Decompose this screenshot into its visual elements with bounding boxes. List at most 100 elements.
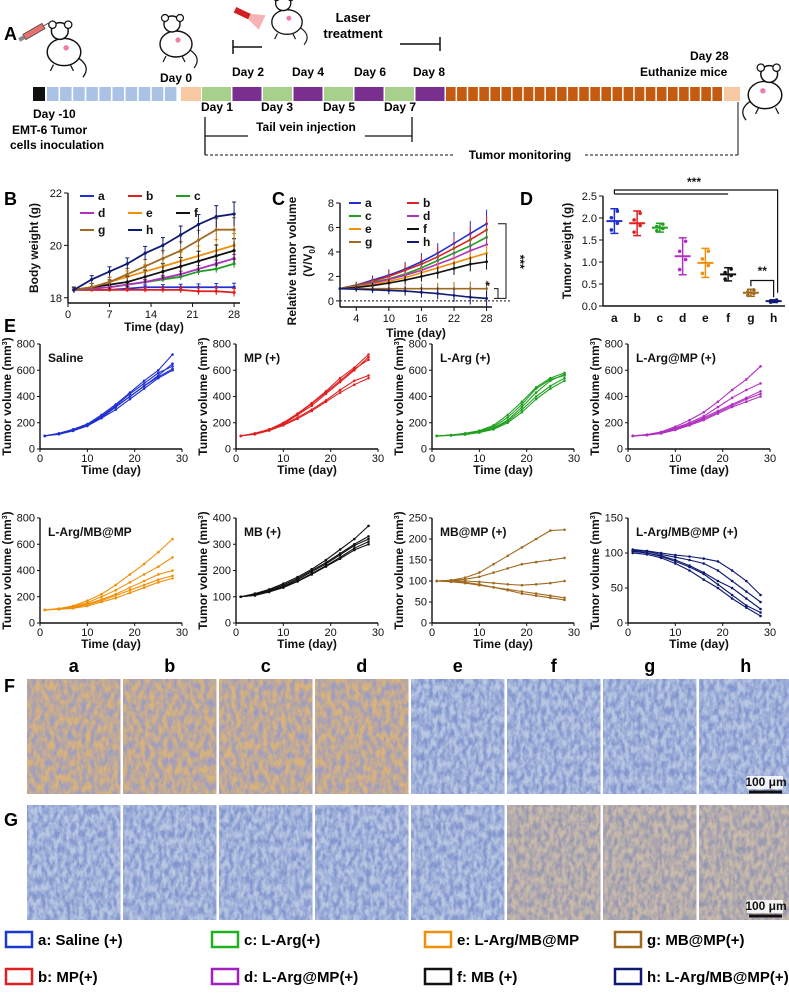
- timeline-monitoring-day: [523, 87, 534, 101]
- mouse-point-1: [745, 590, 748, 593]
- y-tick-label: 0: [225, 444, 231, 456]
- mouse-ear: [772, 63, 781, 73]
- mouse-point-2: [367, 537, 370, 541]
- mouse-point-4: [253, 432, 257, 436]
- data-point-d: [468, 249, 472, 253]
- legend-swatch-h: [613, 967, 643, 986]
- mouse-ear: [160, 13, 170, 23]
- mouse-point-3: [492, 424, 495, 427]
- mouse-point-1: [506, 567, 510, 570]
- legend-label-h: h: [423, 235, 430, 249]
- mouse-point-2: [338, 553, 342, 557]
- y-axis-label-2-a: (V/V: [301, 254, 315, 277]
- timeline-day0: [181, 87, 201, 101]
- mouse-line-0: [632, 548, 761, 596]
- day2-label: Day 2: [232, 65, 264, 79]
- monitoring-label: Tumor monitoring: [469, 148, 571, 162]
- mouse-point-4: [534, 397, 538, 401]
- y-tick-label: 800: [17, 513, 35, 525]
- mouse-point-3: [142, 387, 146, 390]
- timeline-monitoring-day: [690, 87, 700, 101]
- y-tick-label: 400: [17, 565, 35, 577]
- series-line-d: [73, 257, 235, 291]
- timeline-monitoring-day: [645, 87, 656, 101]
- data-point-b: [125, 288, 129, 292]
- mouse-point-4: [324, 391, 328, 394]
- y-axis-label-b: ): [0, 511, 14, 515]
- x-tick-label: 4: [353, 313, 359, 325]
- data-point-h: [90, 277, 94, 282]
- mouse-point-2: [324, 562, 328, 566]
- mouse-point-2: [142, 382, 146, 385]
- y-tick-label: 0: [617, 618, 623, 630]
- mouse-point-3: [142, 583, 146, 587]
- data-point-g: [746, 290, 750, 294]
- histology-f-tile-h: [699, 679, 789, 794]
- legend-label-d: d: [98, 206, 105, 220]
- mouse-point-3: [128, 588, 132, 592]
- chart-title: Saline: [48, 351, 84, 365]
- data-point-b: [638, 211, 642, 216]
- day4-label: Day 4: [292, 65, 324, 79]
- tissue-texture: [123, 805, 217, 920]
- panel-letter-c: C: [272, 189, 285, 209]
- mice-illustrations: [18, 0, 783, 121]
- timeline-monitoring-day: [634, 87, 645, 101]
- data-point-d: [683, 239, 688, 244]
- y-tick-label: 200: [605, 417, 623, 429]
- mouse-point-2: [563, 376, 566, 380]
- mouse-line-3: [632, 551, 761, 613]
- data-point-b: [632, 230, 636, 234]
- y-axis-label: Tumor weight (g): [560, 203, 574, 299]
- inoculation-label-2: cells inoculation: [10, 138, 104, 152]
- x-tick-label: 20: [521, 453, 533, 465]
- mouse-point-3: [353, 383, 356, 386]
- mouse-point-3: [520, 400, 524, 404]
- mouse-point-3: [716, 583, 720, 586]
- data-point-e: [706, 249, 711, 253]
- y-axis-label-a: Tumor volume (mm: [588, 345, 602, 455]
- mouse-tail: [78, 57, 87, 78]
- mouse-point-2: [157, 573, 160, 576]
- mouse-line-2: [44, 365, 173, 437]
- mouse-point-1: [128, 581, 132, 584]
- laser-icon: [233, 7, 266, 30]
- mouse-point-3: [674, 560, 677, 563]
- chart-title: MP (+): [244, 351, 280, 365]
- data-point-d: [683, 257, 688, 262]
- mouse-point-2: [534, 583, 538, 586]
- x-axis-label: Time (day): [473, 463, 533, 477]
- timeline-monitoring-day: [601, 87, 611, 101]
- y-tick-label: 400: [213, 391, 231, 403]
- mouse-point-1: [506, 416, 510, 419]
- x-category-a: a: [611, 311, 618, 325]
- mouse-point-4: [128, 591, 132, 595]
- legend-label-b: b: MP(+): [38, 969, 98, 986]
- tumor-chart-1: 0 10 20 30 0 200 400 600 800 Time (day) Tumor volu…: [196, 337, 384, 477]
- mouse-point-2: [157, 371, 160, 375]
- x-tick-label: 30: [372, 627, 384, 639]
- series-line-d: [339, 243, 487, 290]
- tissue-texture: [411, 679, 505, 794]
- data-point-f: [214, 254, 218, 258]
- data-point-h: [387, 289, 391, 292]
- legend-label-e: e: [365, 222, 372, 236]
- tissue-texture: [315, 679, 409, 794]
- histology-f-tile-d: [315, 679, 409, 794]
- timeline-treatment-day: [415, 87, 445, 101]
- data-point-f: [403, 278, 407, 282]
- timeline-monitoring-day: [590, 87, 600, 101]
- y-tick-label: 150: [605, 513, 623, 525]
- data-point-f: [452, 267, 456, 270]
- mouse-point-0: [702, 410, 706, 414]
- mouse-point-3: [759, 611, 762, 614]
- mouse-line-2: [436, 580, 565, 586]
- y-axis-label-2-b: ): [301, 245, 315, 249]
- mouse-point-4: [296, 412, 299, 416]
- mouse-point-4: [645, 433, 649, 437]
- mouse-point-2: [128, 586, 132, 589]
- mouse-point-2: [367, 374, 370, 377]
- mouse-line-4: [436, 580, 565, 599]
